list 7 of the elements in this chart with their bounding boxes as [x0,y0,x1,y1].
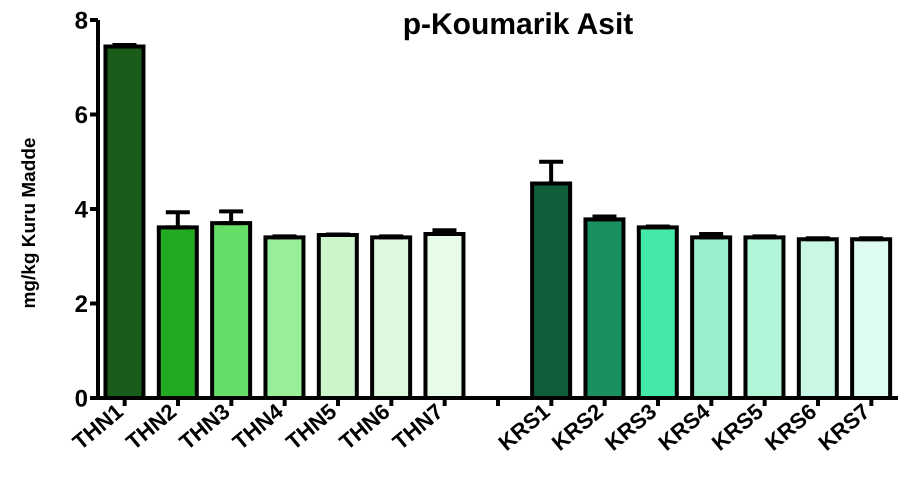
y-tick-label: 6 [74,102,88,130]
y-tick-label: 2 [74,291,88,318]
y-axis-title: mg/kg Kuru Madde [19,137,41,309]
y-tick-label: 8 [74,8,88,35]
chart-title: p-Koumarik Asit [402,8,634,42]
y-tick-label: 4 [74,196,89,224]
y-tick-label: 0 [74,386,88,413]
